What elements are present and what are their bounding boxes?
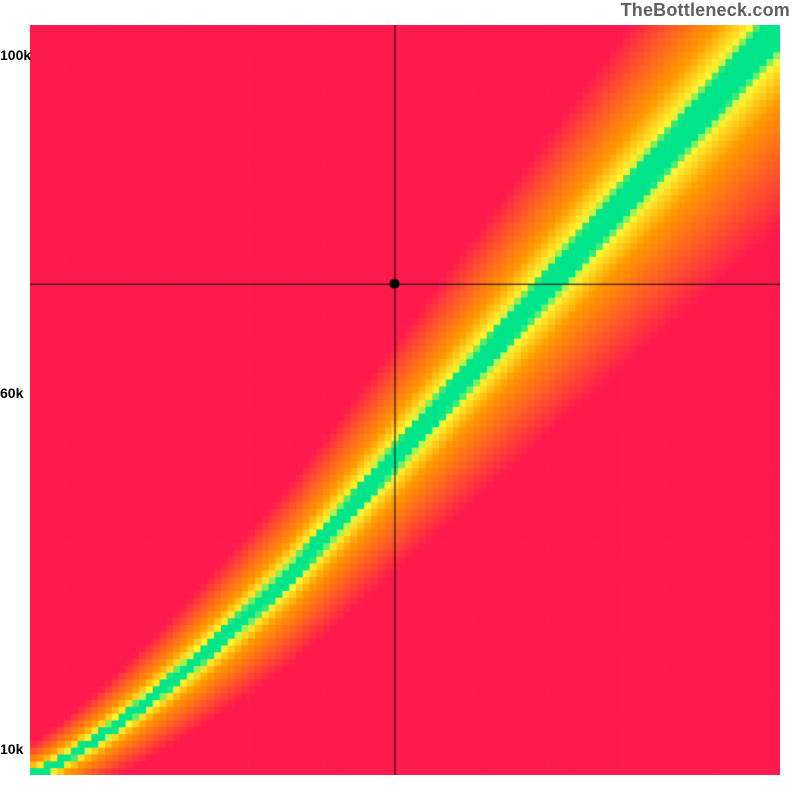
watermark-text: TheBottleneck.com bbox=[621, 0, 790, 21]
y-tick-label-1: 60k bbox=[0, 385, 23, 401]
y-tick-label-0: 100k bbox=[0, 47, 31, 63]
bottleneck-heatmap bbox=[30, 25, 780, 775]
y-tick-label-2: 10k bbox=[0, 741, 23, 757]
